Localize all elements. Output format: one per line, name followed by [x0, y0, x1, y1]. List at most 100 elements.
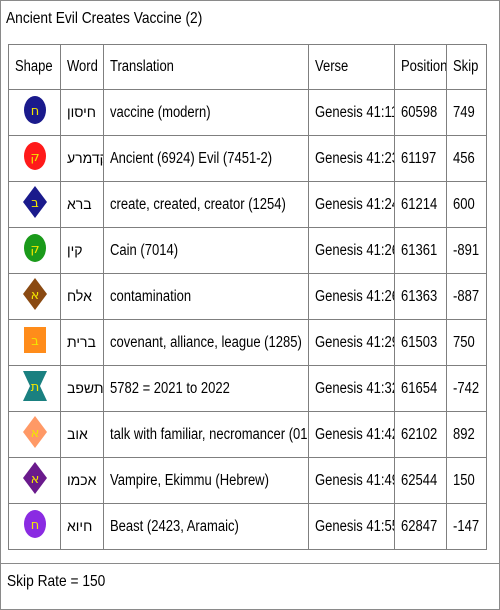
translation-cell: talk with familiar, necromancer (0178) — [103, 411, 309, 458]
verse-cell: Genesis 41:26 — [308, 273, 395, 320]
circle-marker-icon: ח — [23, 510, 46, 538]
translation-cell: Vampire, Ekimmu (Hebrew) — [103, 457, 309, 504]
shape-cell: ת — [8, 365, 61, 412]
word-cell: ברית — [60, 319, 104, 366]
position-cell: 61197 — [394, 135, 447, 182]
shape-letter: ח — [30, 104, 39, 119]
word-cell: אוב — [60, 411, 104, 458]
verse-cell: Genesis 41:32 — [308, 365, 395, 412]
translation-cell: Cain (7014) — [103, 227, 309, 274]
shape-cell: ק — [8, 227, 61, 274]
table-row: ק קין Cain (7014) Genesis 41:26 61361 -891 — [8, 227, 487, 274]
verse-cell: Genesis 41:24 — [308, 181, 395, 228]
skip-cell: 150 — [446, 457, 487, 504]
circle-marker-icon: ח — [23, 96, 46, 124]
circle-marker-icon: ק — [23, 142, 46, 170]
word-cell: אכמו — [60, 457, 104, 504]
verse-cell: Genesis 41:42 — [308, 411, 395, 458]
translation-cell: vaccine (modern) — [103, 89, 309, 136]
skip-cell: 750 — [446, 319, 487, 366]
diamond-marker-icon: ב — [22, 186, 47, 218]
diamond-marker-icon: א — [22, 416, 47, 448]
translation-cell: create, created, creator (1254) — [103, 181, 309, 228]
skip-cell: 456 — [446, 135, 487, 182]
shape-letter: ק — [30, 150, 39, 165]
column-header-verse: Verse — [308, 44, 395, 90]
skip-rate-label: Skip Rate = 150 — [7, 573, 106, 590]
verse-cell: Genesis 41:49 — [308, 457, 395, 504]
diamond-marker-icon: א — [22, 462, 47, 494]
verse-cell: Genesis 41:11 — [308, 89, 395, 136]
shape-letter: א — [30, 426, 39, 441]
table-row: ב ברא create, created, creator (1254) Genes… — [8, 181, 487, 228]
shape-letter: ח — [30, 518, 39, 533]
skip-cell: -887 — [446, 273, 487, 320]
table-header-row: Shape Word Translation Verse Position Sk… — [8, 44, 487, 90]
column-header-position: Position — [394, 44, 447, 90]
position-cell: 62102 — [394, 411, 447, 458]
shape-letter: ק — [30, 242, 39, 257]
skip-cell: 600 — [446, 181, 487, 228]
square-marker-icon: ב — [23, 327, 46, 353]
table-row: ח חיוא Beast (2423, Aramaic) Genesis 41:55 6… — [8, 503, 487, 550]
word-cell: ברא — [60, 181, 104, 228]
position-cell: 60598 — [394, 89, 447, 136]
skip-cell: -891 — [446, 227, 487, 274]
diamond-marker-icon: א — [22, 278, 47, 310]
shape-cell: א — [8, 411, 61, 458]
word-cell: תשפב — [60, 365, 104, 412]
column-header-shape: Shape — [8, 44, 61, 90]
circle-marker-icon: ק — [23, 234, 46, 262]
shape-letter: ב — [31, 334, 39, 349]
verse-cell: Genesis 41:26 — [308, 227, 395, 274]
verse-cell: Genesis 41:23 — [308, 135, 395, 182]
shape-cell: ק — [8, 135, 61, 182]
footer-divider — [0, 563, 500, 564]
translation-cell: contamination — [103, 273, 309, 320]
position-cell: 61363 — [394, 273, 447, 320]
position-cell: 62544 — [394, 457, 447, 504]
position-cell: 61654 — [394, 365, 447, 412]
figure-title: Ancient Evil Creates Vaccine (2) — [6, 10, 203, 27]
skip-cell: 749 — [446, 89, 487, 136]
translation-cell: 5782 = 2021 to 2022 — [103, 365, 309, 412]
shape-cell: ב — [8, 319, 61, 366]
shape-letter: א — [30, 288, 39, 303]
word-cell: חיסון — [60, 89, 104, 136]
shape-cell: ב — [8, 181, 61, 228]
translation-cell: Ancient (6924) Evil (7451-2) — [103, 135, 309, 182]
shape-cell: א — [8, 273, 61, 320]
skip-cell: -147 — [446, 503, 487, 550]
table-row: ח חיסון vaccine (modern) Genesis 41:11 60598… — [8, 89, 487, 136]
shape-letter: ת — [30, 380, 39, 395]
column-header-word: Word — [60, 44, 104, 90]
verse-cell: Genesis 41:29 — [308, 319, 395, 366]
translation-cell: Beast (2423, Aramaic) — [103, 503, 309, 550]
position-cell: 61361 — [394, 227, 447, 274]
results-table: Shape Word Translation Verse Position Sk… — [8, 44, 487, 550]
word-cell: חיוא — [60, 503, 104, 550]
table-row: א אוב talk with familiar, necromancer (017… — [8, 411, 487, 458]
skip-cell: -742 — [446, 365, 487, 412]
skip-cell: 892 — [446, 411, 487, 458]
shape-cell: א — [8, 457, 61, 504]
word-cell: קין — [60, 227, 104, 274]
table-row: א אלח contamination Genesis 41:26 61363 -887 — [8, 273, 487, 320]
verse-cell: Genesis 41:55 — [308, 503, 395, 550]
word-cell: אלח — [60, 273, 104, 320]
hourglass-marker-icon: ת — [22, 371, 47, 401]
column-header-translation: Translation — [103, 44, 309, 90]
shape-letter: א — [30, 472, 39, 487]
table-row: ב ברית covenant, alliance, league (1285) Ge… — [8, 319, 487, 366]
position-cell: 61214 — [394, 181, 447, 228]
shape-letter: ב — [31, 196, 39, 211]
shape-cell: ח — [8, 503, 61, 550]
table-row: ת תשפב 5782 = 2021 to 2022 Genesis 41:32 616… — [8, 365, 487, 412]
shape-cell: ח — [8, 89, 61, 136]
translation-cell: covenant, alliance, league (1285) — [103, 319, 309, 366]
position-cell: 62847 — [394, 503, 447, 550]
column-header-skip: Skip — [446, 44, 487, 90]
position-cell: 61503 — [394, 319, 447, 366]
